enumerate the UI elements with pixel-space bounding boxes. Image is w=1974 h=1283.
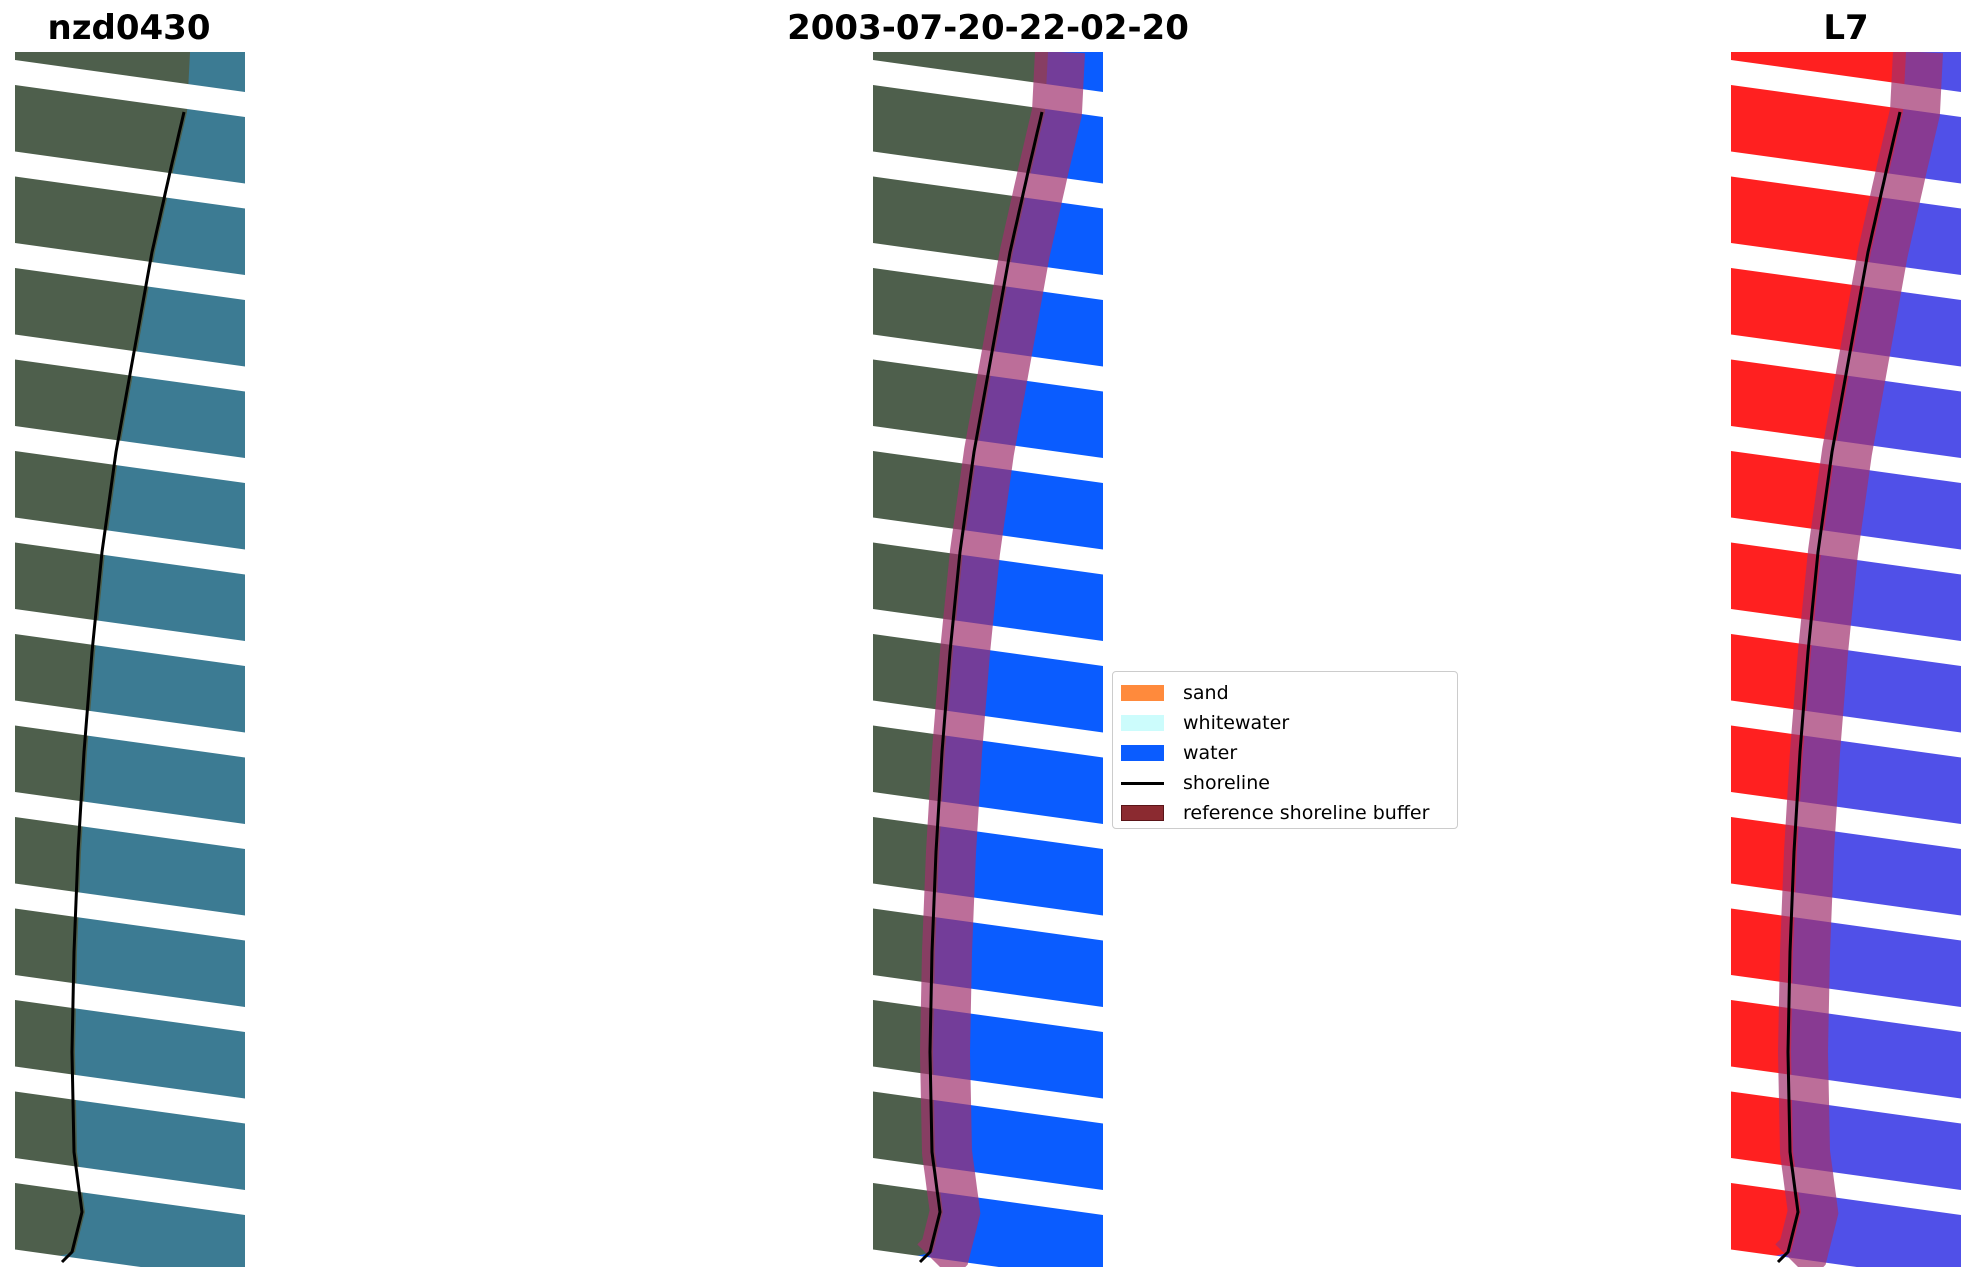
scan-gap-stripe <box>15 151 245 209</box>
legend-label: shoreline <box>1183 772 1270 794</box>
legend-item-buffer: reference shoreline buffer <box>1121 798 1449 828</box>
image-id-title: nzd0430 <box>47 8 211 48</box>
legend-label: whitewater <box>1183 712 1290 734</box>
scan-gap-stripe <box>15 609 245 666</box>
shoreline-path <box>60 111 186 1264</box>
scan-gap-stripe <box>15 517 245 575</box>
shoreline-path <box>1776 111 1902 1264</box>
legend-item-whitewater: whitewater <box>1121 708 1449 738</box>
classified-image <box>873 52 1103 1267</box>
scan-gap-stripe <box>15 792 245 849</box>
scan-gap-stripe <box>1731 243 1961 300</box>
scan-gap-stripe <box>873 243 1103 300</box>
satellite-rgb-image <box>15 52 245 1267</box>
legend-label: reference shoreline buffer <box>1183 802 1430 824</box>
scan-gap-stripe <box>873 700 1103 758</box>
scan-gap-stripe <box>15 700 245 758</box>
reference-buffer <box>917 52 1085 1267</box>
date-title: 2003-07-20-22-02-20 <box>787 8 1189 48</box>
legend-item-shoreline: shoreline <box>1121 768 1449 798</box>
classified-image-panel <box>873 52 1103 1267</box>
scan-gap-stripe <box>15 1158 245 1215</box>
legend-item-sand: sand <box>1121 678 1449 708</box>
satellite-title: L7 <box>1823 8 1869 48</box>
scan-gap-stripe <box>15 243 245 300</box>
scan-gap-stripe <box>15 426 245 483</box>
legend: sand whitewater water shoreline referenc… <box>1112 671 1458 829</box>
water-index-image <box>1731 52 1961 1267</box>
whitewater-swatch <box>1121 715 1164 731</box>
shoreline-swatch <box>1121 781 1164 785</box>
index-image-panel <box>1731 52 1961 1267</box>
legend-item-water: water <box>1121 738 1449 768</box>
water-swatch <box>1121 745 1164 761</box>
scan-gap-stripe <box>1731 700 1961 758</box>
sand-swatch <box>1121 685 1164 701</box>
shoreline-path <box>918 111 1044 1264</box>
scan-gap-stripe <box>15 883 245 941</box>
scan-gap-stripe <box>15 60 245 117</box>
buffer-swatch <box>1121 805 1164 821</box>
reference-buffer <box>1775 52 1943 1267</box>
rgb-image-panel <box>15 52 245 1267</box>
scan-gap-stripe <box>15 334 245 392</box>
scan-gap-stripe <box>15 1249 141 1267</box>
legend-label: water <box>1183 742 1238 764</box>
legend-label: sand <box>1183 682 1229 704</box>
